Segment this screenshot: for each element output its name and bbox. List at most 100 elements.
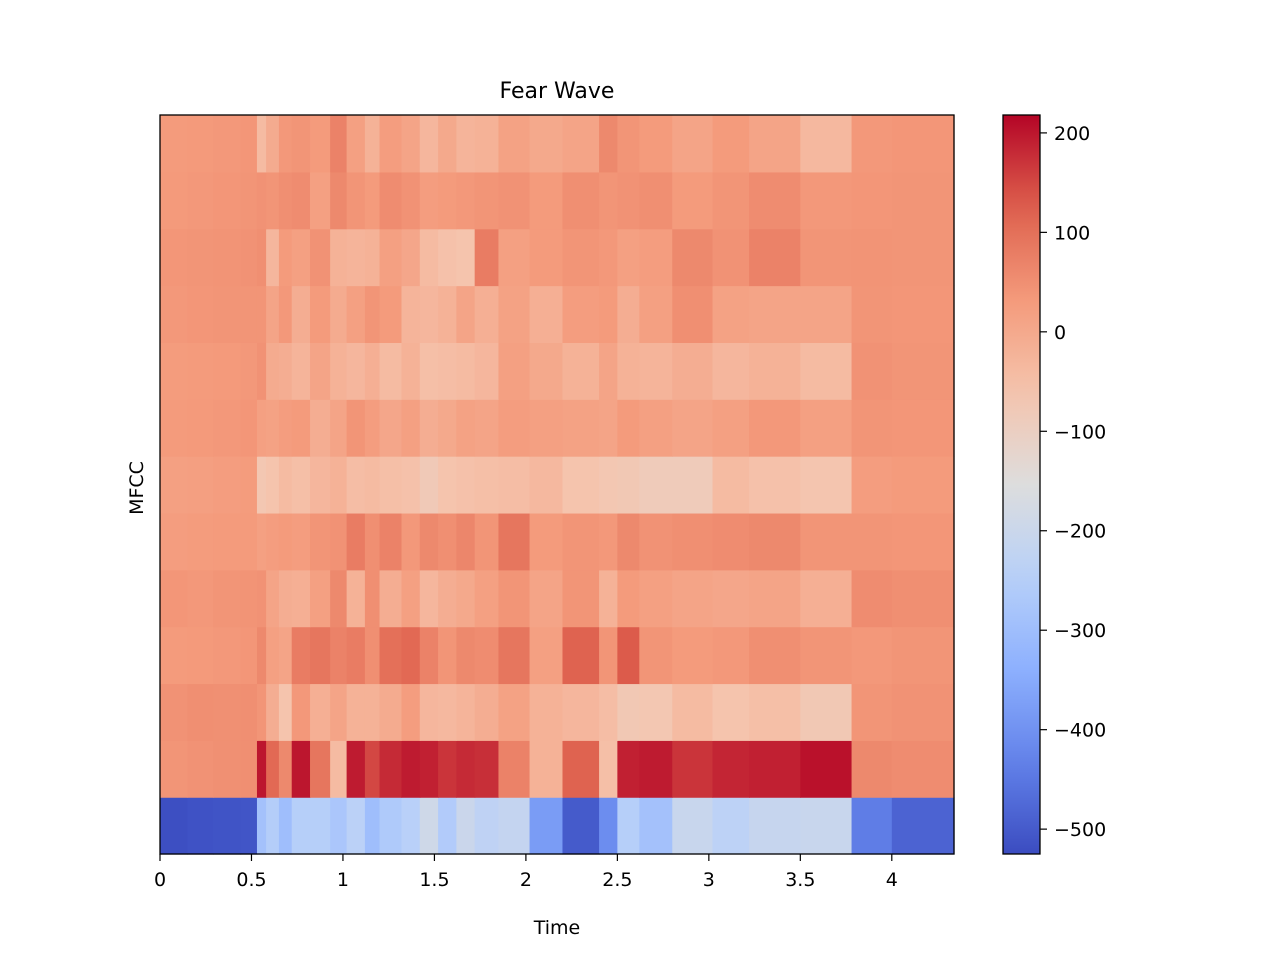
heatmap-cell bbox=[639, 740, 673, 798]
heatmap-cell bbox=[891, 171, 955, 230]
heatmap-cell bbox=[256, 115, 267, 173]
heatmap-cell bbox=[562, 456, 600, 514]
heatmap-cell bbox=[266, 797, 280, 855]
heatmap-cell bbox=[160, 342, 189, 400]
heatmap-cell bbox=[438, 285, 457, 343]
heatmap-cell bbox=[379, 285, 403, 343]
heatmap-cell bbox=[419, 399, 439, 457]
heatmap-cell bbox=[639, 115, 673, 173]
heatmap-cell bbox=[712, 342, 750, 400]
heatmap-cell bbox=[278, 569, 293, 628]
colorbar bbox=[1002, 114, 1041, 855]
colorbar-tick-label: −500 bbox=[1054, 819, 1106, 841]
heatmap-cell bbox=[438, 683, 457, 741]
heatmap-cell bbox=[310, 456, 331, 514]
heatmap-cell bbox=[851, 512, 893, 571]
heatmap-cell bbox=[310, 342, 331, 400]
heatmap-cell bbox=[474, 399, 500, 457]
heatmap-cell bbox=[562, 399, 600, 457]
heatmap-cell bbox=[851, 171, 893, 230]
heatmap-cell bbox=[749, 115, 801, 173]
heatmap-cell bbox=[346, 115, 366, 173]
heatmap-cell bbox=[438, 569, 457, 628]
heatmap-cell bbox=[256, 740, 267, 798]
heatmap-cell bbox=[346, 797, 366, 855]
heatmap-cell bbox=[240, 399, 258, 457]
x-axis-label: Time bbox=[533, 917, 581, 939]
heatmap-cell bbox=[438, 399, 457, 457]
heatmap-cell bbox=[401, 512, 421, 571]
heatmap-cell bbox=[456, 740, 476, 798]
heatmap-cell bbox=[240, 456, 258, 514]
heatmap-cell bbox=[438, 456, 457, 514]
heatmap-cell bbox=[529, 228, 564, 287]
heatmap-cell bbox=[474, 626, 500, 685]
heatmap-cell bbox=[187, 683, 214, 741]
heatmap-cell bbox=[456, 399, 476, 457]
heatmap-cell bbox=[310, 626, 331, 685]
heatmap-cell bbox=[529, 115, 564, 173]
heatmap-cell bbox=[213, 228, 242, 287]
heatmap-cell bbox=[364, 740, 381, 798]
heatmap-cell bbox=[291, 626, 311, 685]
heatmap-cell bbox=[562, 569, 600, 628]
heatmap-cell bbox=[851, 456, 893, 514]
heatmap-cell bbox=[438, 171, 457, 230]
heatmap-cell bbox=[474, 285, 500, 343]
heatmap-cell bbox=[240, 740, 258, 798]
heatmap-cell bbox=[256, 683, 267, 741]
heatmap-cell bbox=[456, 626, 476, 685]
colorbar-tick-label: −300 bbox=[1054, 620, 1106, 642]
heatmap-cell bbox=[278, 797, 293, 855]
heatmap-cell bbox=[346, 399, 366, 457]
heatmap-cell bbox=[346, 342, 366, 400]
heatmap-cell bbox=[712, 456, 750, 514]
heatmap-cell bbox=[291, 171, 311, 230]
heatmap-cell bbox=[364, 797, 381, 855]
heatmap-cell bbox=[330, 740, 348, 798]
heatmap-cell bbox=[213, 115, 242, 173]
heatmap-cell bbox=[891, 342, 955, 400]
heatmap-cell bbox=[256, 626, 267, 685]
heatmap-cell bbox=[529, 342, 564, 400]
heatmap-cell bbox=[278, 228, 293, 287]
heatmap-cell bbox=[346, 740, 366, 798]
heatmap-cell bbox=[401, 171, 421, 230]
heatmap-cell bbox=[401, 683, 421, 741]
heatmap-cell bbox=[617, 626, 640, 685]
heatmap-cell bbox=[364, 342, 381, 400]
heatmap-cell bbox=[498, 171, 531, 230]
heatmap-cell bbox=[562, 171, 600, 230]
heatmap-cell bbox=[213, 569, 242, 628]
heatmap-cell bbox=[851, 342, 893, 400]
colorbar-tick-label: −100 bbox=[1054, 421, 1106, 443]
heatmap-cell bbox=[310, 512, 331, 571]
heatmap-cell bbox=[213, 456, 242, 514]
heatmap-cell bbox=[278, 683, 293, 741]
x-axis-ticks: 0 0.5 1 1.5 2 2.5 3 3.5 4 bbox=[154, 854, 898, 891]
heatmap-cell bbox=[599, 171, 618, 230]
heatmap-cell bbox=[562, 228, 600, 287]
heatmap-cell bbox=[529, 399, 564, 457]
heatmap-cell bbox=[749, 797, 801, 855]
heatmap-cell bbox=[800, 797, 853, 855]
heatmap-cell bbox=[266, 342, 280, 400]
heatmap-cell bbox=[672, 456, 714, 514]
heatmap-cell bbox=[187, 797, 214, 855]
heatmap-cell bbox=[438, 797, 457, 855]
heatmap-cell bbox=[291, 740, 311, 798]
heatmap-cell bbox=[891, 740, 955, 798]
heatmap-cell bbox=[599, 740, 618, 798]
heatmap-cell bbox=[800, 626, 853, 685]
heatmap-cell bbox=[749, 626, 801, 685]
heatmap-cell bbox=[256, 171, 267, 230]
heatmap-cell bbox=[278, 512, 293, 571]
heatmap-cell bbox=[266, 456, 280, 514]
heatmap-cell bbox=[346, 512, 366, 571]
heatmap-cell bbox=[617, 399, 640, 457]
heatmap-cell bbox=[529, 285, 564, 343]
heatmap-cell bbox=[851, 569, 893, 628]
heatmap-cell bbox=[419, 626, 439, 685]
heatmap-cell bbox=[498, 797, 531, 855]
heatmap-cell bbox=[712, 626, 750, 685]
